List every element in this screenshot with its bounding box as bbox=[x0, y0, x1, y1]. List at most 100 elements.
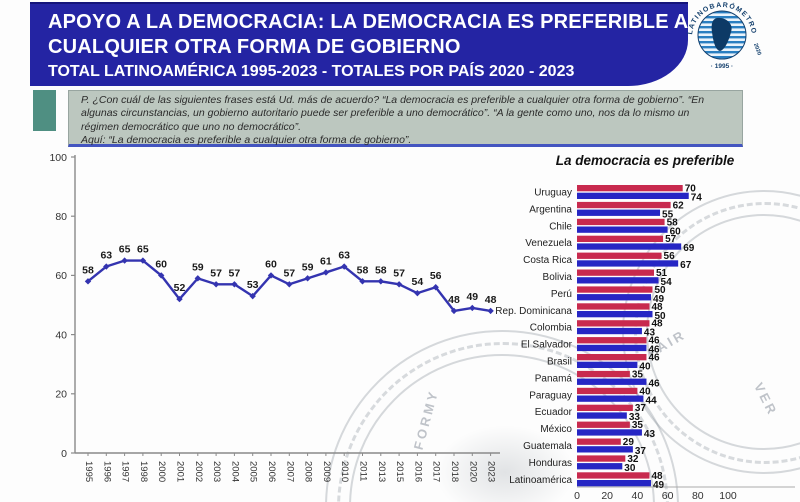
data-label: 57 bbox=[210, 267, 222, 279]
bar-2020 bbox=[577, 192, 689, 199]
bar-value-2023: 35 bbox=[632, 369, 644, 380]
data-label: 58 bbox=[375, 264, 387, 276]
bar-2023 bbox=[577, 370, 630, 378]
bar-value-2023: 35 bbox=[632, 420, 644, 431]
x-tick-label: 2002 bbox=[193, 461, 204, 482]
data-label: 65 bbox=[137, 244, 149, 256]
line-chart: 0 20 40 60 80 100 1995 58 1996 63 1997 65 1998 65 2000… bbox=[49, 152, 500, 482]
bar-2023 bbox=[577, 472, 650, 479]
data-label: 58 bbox=[82, 264, 94, 276]
bar-value-2020: 49 bbox=[653, 294, 665, 305]
bar-2023 bbox=[577, 218, 665, 226]
bar-value-2020: 33 bbox=[629, 412, 641, 423]
data-label: 57 bbox=[229, 267, 241, 279]
category-label: El Salvador bbox=[521, 340, 573, 351]
page-title-line2: CUALQUIER OTRA FORMA DE GOBIERNO bbox=[48, 36, 461, 58]
data-label: 53 bbox=[247, 279, 259, 291]
x-tick-label: 2011 bbox=[358, 461, 369, 481]
x-tick-label: 2007 bbox=[284, 461, 295, 482]
category-label: Costa Rica bbox=[523, 255, 572, 266]
data-point bbox=[194, 275, 201, 282]
category-label: Venezuela bbox=[525, 238, 572, 249]
bar-2023 bbox=[577, 387, 638, 395]
data-label: 52 bbox=[174, 282, 186, 294]
question-answer-text: Aquí: “La democracia es preferible a cua… bbox=[81, 134, 412, 147]
bar-value-2023: 37 bbox=[635, 403, 647, 414]
x-tick-label: 1997 bbox=[120, 461, 131, 482]
x-tick-label: 2006 bbox=[266, 461, 277, 482]
question-accent-square bbox=[33, 90, 56, 131]
category-label: Uruguay bbox=[534, 188, 572, 199]
data-point bbox=[377, 278, 384, 285]
latinobarometro-logo: LATINOBARÓMETRO · 1995 · 2020 bbox=[687, 1, 762, 70]
data-label: 57 bbox=[393, 267, 405, 279]
bar-value-2023: 70 bbox=[685, 184, 697, 195]
data-point bbox=[267, 272, 275, 279]
bar-value-2020: 60 bbox=[670, 226, 682, 237]
bar-2023 bbox=[577, 404, 633, 411]
category-label: Rep. Dominicana bbox=[495, 306, 572, 317]
bar-2020 bbox=[577, 378, 647, 385]
data-point bbox=[322, 269, 330, 276]
category-label: Argentina bbox=[529, 204, 572, 215]
category-label: Bolivia bbox=[543, 272, 573, 283]
data-point bbox=[450, 307, 458, 315]
x-tick-label: 2005 bbox=[248, 461, 259, 482]
logo-year-start: · 1995 · bbox=[711, 63, 733, 70]
category-label: Latinoamérica bbox=[509, 475, 572, 486]
bar-value-2023: 40 bbox=[639, 386, 651, 397]
bar-value-2020: 49 bbox=[653, 480, 665, 491]
bar-2020 bbox=[577, 226, 668, 233]
header-banner: APOYO A LA DEMOCRACIA: LA DEMOCRACIA ES … bbox=[30, 2, 688, 86]
bar-2023 bbox=[577, 438, 621, 445]
bar-2023 bbox=[577, 185, 683, 192]
bar-2020 bbox=[577, 260, 679, 267]
category-label: Honduras bbox=[529, 458, 572, 469]
bar-value-2020: 67 bbox=[680, 260, 692, 271]
data-label: 59 bbox=[302, 261, 314, 273]
logo-year-end: 2020 bbox=[752, 43, 762, 57]
x-tick-label: 2015 bbox=[394, 461, 405, 482]
bar-2020 bbox=[577, 446, 633, 453]
data-point bbox=[359, 278, 366, 285]
category-label: México bbox=[540, 424, 572, 435]
bar-2023 bbox=[577, 421, 630, 428]
y-tick-label: 100 bbox=[49, 152, 67, 164]
x-tick-label: 2016 bbox=[412, 461, 423, 482]
data-point bbox=[84, 278, 92, 285]
bar-2023 bbox=[577, 320, 650, 327]
data-point bbox=[249, 292, 256, 300]
bar-2020 bbox=[577, 412, 627, 419]
x-tick-label: 2013 bbox=[376, 461, 387, 482]
bar-value-2023: 32 bbox=[627, 454, 639, 465]
data-label: 48 bbox=[448, 294, 460, 306]
data-point bbox=[121, 257, 128, 264]
bar-value-2023: 48 bbox=[651, 302, 663, 313]
bar-value-2020: 37 bbox=[635, 446, 647, 457]
y-tick-label: 0 bbox=[61, 448, 67, 460]
y-tick-label: 60 bbox=[55, 270, 67, 282]
bar-value-2020: 69 bbox=[683, 243, 695, 254]
y-tick-label: 20 bbox=[55, 389, 67, 401]
x-tick-label: 1995 bbox=[83, 461, 94, 482]
bar-value-2020: 74 bbox=[691, 193, 703, 204]
data-label: 63 bbox=[100, 250, 112, 262]
bar-value-2023: 62 bbox=[673, 200, 685, 211]
bar-2023 bbox=[577, 303, 650, 310]
category-label: Colombia bbox=[530, 323, 573, 334]
x-tick-label: 2010 bbox=[339, 461, 350, 482]
x-tick-label: 20 bbox=[601, 490, 613, 502]
bar-2023 bbox=[577, 354, 647, 361]
category-label: Ecuador bbox=[535, 407, 573, 418]
data-point bbox=[469, 304, 476, 312]
x-tick-label: 2004 bbox=[229, 461, 240, 482]
bar-2020 bbox=[577, 243, 682, 250]
bar-value-2020: 40 bbox=[639, 362, 651, 373]
bar-2020 bbox=[577, 429, 642, 436]
bar-value-2020: 46 bbox=[648, 378, 660, 389]
bar-2020 bbox=[577, 395, 644, 402]
bar-2020 bbox=[577, 277, 659, 284]
data-label: 60 bbox=[265, 258, 277, 270]
data-point bbox=[103, 263, 110, 270]
bar-2023 bbox=[577, 337, 647, 344]
